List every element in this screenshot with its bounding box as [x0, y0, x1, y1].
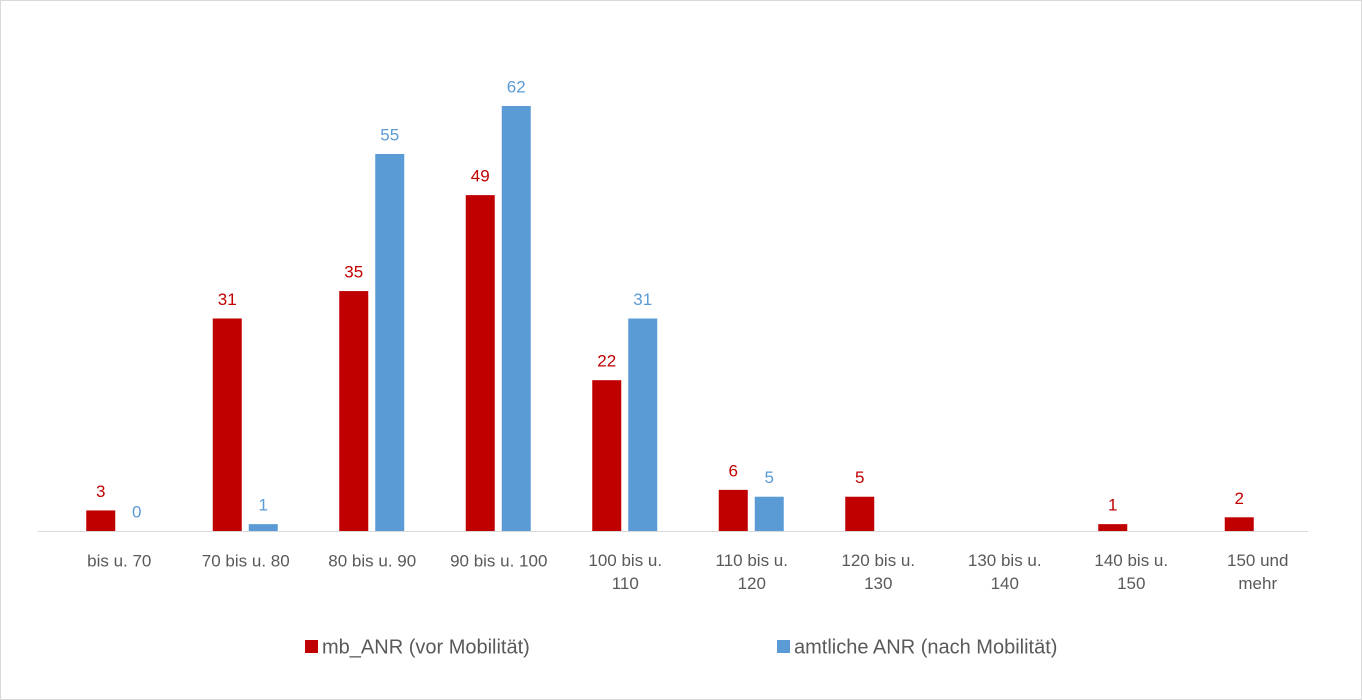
bar	[628, 318, 658, 531]
x-tick-label: 70 bis u. 80	[202, 551, 290, 570]
bar	[754, 496, 784, 531]
data-label: 5	[765, 468, 774, 487]
legend-swatch	[305, 640, 318, 653]
x-tick-label: bis u. 70	[87, 551, 151, 570]
data-label: 22	[597, 352, 616, 371]
data-label: 49	[471, 167, 490, 186]
bar	[1224, 517, 1254, 531]
bar	[718, 489, 748, 531]
x-tick-label: 120 bis u. 130	[841, 551, 915, 593]
data-label: 31	[633, 290, 652, 309]
x-tick-label: 130 bis u. 140	[968, 551, 1042, 593]
data-label: 55	[380, 125, 399, 144]
data-label: 1	[259, 496, 268, 515]
x-tick-label: 140 bis u. 150	[1094, 551, 1168, 593]
bar	[592, 380, 622, 531]
bar	[339, 291, 369, 531]
data-label: 0	[132, 502, 141, 521]
bar	[501, 106, 531, 531]
legend-label: amtliche ANR (nach Mobilität)	[794, 636, 1057, 658]
bar	[845, 496, 875, 531]
data-label: 35	[344, 263, 363, 282]
x-tick-label: 100 bis u. 110	[588, 551, 662, 593]
data-label: 31	[218, 290, 237, 309]
data-label: 5	[855, 468, 864, 487]
x-tick-label: 80 bis u. 90	[328, 551, 416, 570]
bar	[248, 524, 278, 531]
x-tick-label: 110 bis u. 120	[716, 551, 788, 593]
bar	[465, 195, 495, 531]
data-label: 6	[729, 461, 738, 480]
data-label: 3	[96, 482, 105, 501]
data-label: 62	[507, 77, 526, 96]
bar	[375, 153, 405, 531]
data-label: 2	[1235, 489, 1244, 508]
bar	[86, 510, 116, 531]
x-tick-label: 150 und mehr	[1227, 551, 1288, 593]
bar	[212, 318, 242, 531]
x-tick-label: 90 bis u. 100	[450, 551, 547, 570]
legend-swatch	[777, 640, 790, 653]
legend-label: mb_ANR (vor Mobilität)	[322, 636, 530, 658]
bar	[1098, 524, 1128, 531]
data-label: 1	[1108, 496, 1117, 515]
